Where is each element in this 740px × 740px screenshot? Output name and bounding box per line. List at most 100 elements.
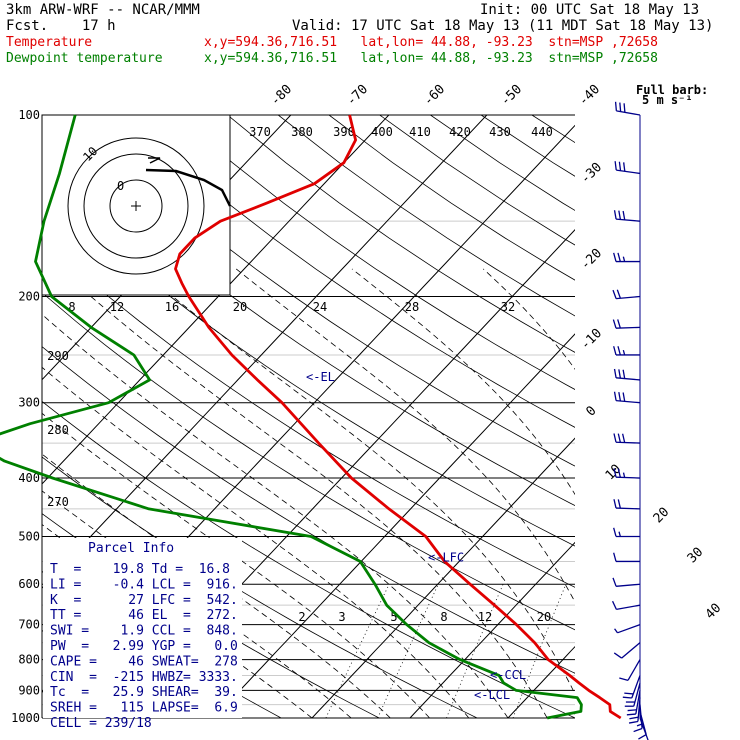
pressure-label-100: 100 xyxy=(18,108,40,122)
pressure-label-800: 800 xyxy=(18,653,40,667)
moist-adiabat-6 xyxy=(42,366,470,718)
mixing-line-2 xyxy=(325,584,390,718)
model-title: 3km ARW-WRF -- NCAR/MMM xyxy=(6,2,200,18)
pressure-label-600: 600 xyxy=(18,577,40,591)
sounding-traces xyxy=(0,114,622,720)
theta-label-390: 390 xyxy=(333,125,355,139)
dry-adiabat-350 xyxy=(75,115,575,467)
dry-adiabat-470 xyxy=(684,115,740,718)
wind-barb-650 xyxy=(611,600,641,610)
moist-adiabat-14 xyxy=(59,268,548,718)
isotherm--60 xyxy=(42,115,390,485)
parcel-row-2: K = 27 LFC = 542. xyxy=(50,593,238,608)
dry-adiabat-400 xyxy=(328,115,575,281)
theta-label-270: 270 xyxy=(47,495,69,509)
wind-barbs xyxy=(611,101,649,740)
theta-label-410: 410 xyxy=(409,125,431,139)
isotherm-label--70: -70 xyxy=(344,82,371,109)
inset-axis-label-28: 28 xyxy=(405,300,419,314)
mixing-line-8 xyxy=(512,584,567,718)
parcel-panel-bg xyxy=(43,538,242,718)
inset-axis-label-24: 24 xyxy=(313,300,327,314)
init-time: Init: 00 UTC Sat 18 May 13 xyxy=(480,2,700,18)
theta-label-290: 290 xyxy=(47,349,69,363)
parcel-row-5: PW = 2.99 YGP = 0.0 xyxy=(50,639,238,654)
pressure-label-700: 700 xyxy=(18,618,40,632)
wind-barb-300 xyxy=(613,391,641,404)
mixing-label-2: 2 xyxy=(298,610,305,624)
theta-label-280: 280 xyxy=(47,423,69,437)
parcel-row-8: Tc = 25.9 SHEAR= 39. xyxy=(50,685,238,700)
mixing-label-12: 12 xyxy=(478,610,492,624)
barb-legend-title: Full barb: xyxy=(636,83,708,97)
isotherm-label--80: -80 xyxy=(268,82,295,109)
dry-adiabat-360 xyxy=(125,115,575,428)
dry-adiabat-370 xyxy=(176,115,575,390)
parcel-row-7: CIN = -215 HWBZ= 3333. xyxy=(50,670,238,685)
mixing-label-3: 3 xyxy=(338,610,345,624)
parcel-title: Parcel Info xyxy=(88,541,174,556)
theta-label-370: 370 xyxy=(249,125,271,139)
temperature-location: x,y=594.36,716.51 lat,lon= 44.88, -93.23… xyxy=(204,35,658,50)
inset-axis-label-8: 8 xyxy=(68,300,75,314)
wind-barb-450 xyxy=(613,499,641,510)
dewpoint-trace xyxy=(0,114,583,720)
isotherm-label--60: -60 xyxy=(421,82,448,109)
dry-adiabat-460 xyxy=(633,115,740,718)
inset-axis-label-12: 12 xyxy=(110,300,124,314)
theta-label-400: 400 xyxy=(371,125,393,139)
moist-adiabat-18 xyxy=(139,268,575,695)
wind-barb-350 xyxy=(613,433,641,444)
barb-legend-unit: 5 m s⁻¹ xyxy=(642,93,693,107)
parcel-row-9: SREH = 115 LAPSE= 6.9 xyxy=(50,701,238,716)
parcel-info-panel: Parcel Info T = 19.8 Td = 16.8LI = -0.4 L… xyxy=(43,538,242,731)
mixing-line-20 xyxy=(652,584,697,718)
wind-barb-925 xyxy=(628,697,641,724)
wind-barb-900 xyxy=(626,690,641,716)
pressure-label-200: 200 xyxy=(18,290,40,304)
level-label-lfc: <-LFC xyxy=(428,551,464,565)
parcel-row-3: TT = 46 EL = 272. xyxy=(50,608,238,623)
inset-axis-label-20: 20 xyxy=(233,300,247,314)
wind-barb-200 xyxy=(612,289,641,300)
isotherm-label--40: -40 xyxy=(576,82,603,109)
isotherm-label--30: -30 xyxy=(578,160,605,187)
wind-barb-250 xyxy=(613,346,640,356)
wind-barb-225 xyxy=(612,319,641,329)
hodograph-ring-1 xyxy=(83,153,189,259)
theta-label-380: 380 xyxy=(291,125,313,139)
moist-adiabat-22 xyxy=(235,268,575,603)
wind-barb-150 xyxy=(613,210,641,222)
level-label-el: <-EL xyxy=(306,370,335,384)
dry-adiabat-290 xyxy=(42,400,575,718)
mixing-label-8: 8 xyxy=(440,610,447,624)
wind-barb-175 xyxy=(613,252,640,263)
dewpoint-legend: Dewpoint temperature xyxy=(6,51,163,66)
parcel-row-4: SWI = 1.9 CCL = 848. xyxy=(50,624,238,639)
isotherm-label--50: -50 xyxy=(498,82,525,109)
dry-adiabat-330 xyxy=(42,184,575,547)
isotherm-label--20: -20 xyxy=(578,246,605,273)
hodograph-trace-end xyxy=(148,157,161,164)
dry-adiabat-320 xyxy=(42,238,575,588)
dry-adiabat-420 xyxy=(430,115,575,211)
dry-adiabat-440 xyxy=(531,115,575,144)
parcel-row-10: CELL = 239/18 xyxy=(50,716,152,731)
wind-barb-750 xyxy=(613,642,641,659)
valid-time: Valid: 17 UTC Sat 18 May 13 (11 MDT Sat … xyxy=(292,18,714,34)
level-label-ccl: <-CCL xyxy=(490,668,526,682)
pressure-label-400: 400 xyxy=(18,471,40,485)
isotherm-label-40: 40 xyxy=(703,601,725,623)
dry-adiabat-410 xyxy=(379,115,575,246)
isotherm-20 xyxy=(606,115,740,718)
dry-adiabat-310 xyxy=(42,291,575,631)
wind-barb-875 xyxy=(624,682,641,707)
theta-label-430: 430 xyxy=(489,125,511,139)
wind-barb-550 xyxy=(613,552,640,563)
forecast-hour: Fcst. 17 h xyxy=(6,18,116,34)
pressure-label-900: 900 xyxy=(18,683,40,697)
wind-barb-700 xyxy=(614,623,641,634)
pressure-label-500: 500 xyxy=(18,529,40,543)
wind-barb-400 xyxy=(613,468,641,479)
